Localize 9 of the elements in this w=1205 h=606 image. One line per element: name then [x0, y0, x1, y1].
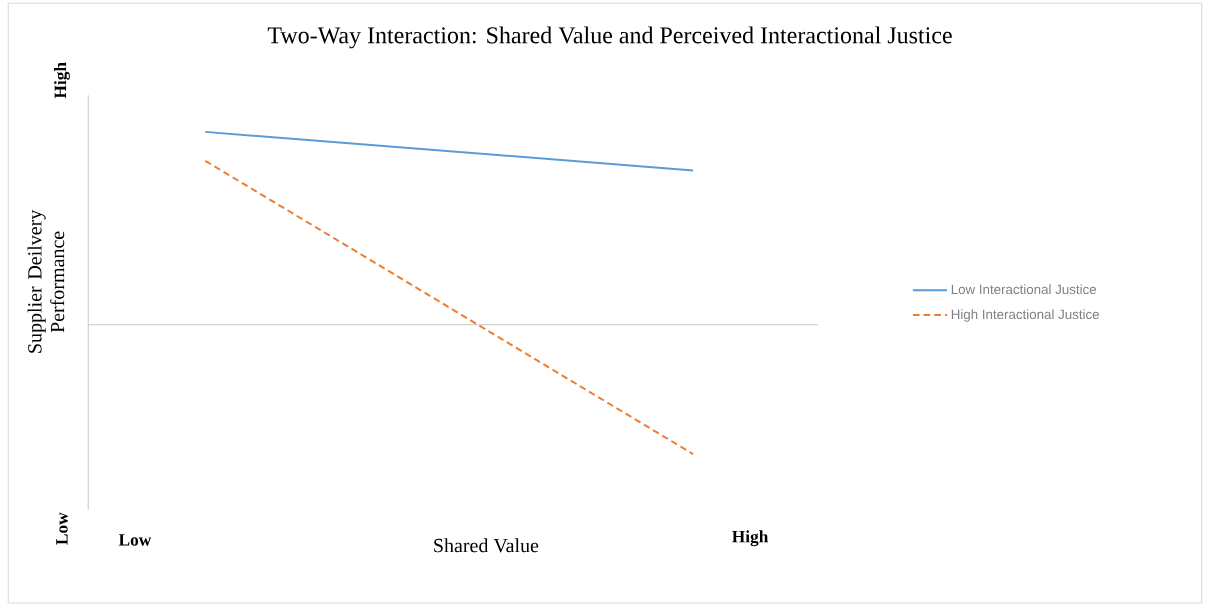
text: High: [54, 62, 70, 99]
chart-title: Two-Way Interaction: Shared Value and Perceived Interactional Justice: [267, 26, 952, 49]
legend-label: Low Interactional Justice: [951, 284, 1097, 294]
x-axis-title: Shared Value: [434, 538, 539, 553]
y-axis-title: Supplier Deilvery Performance: [27, 209, 65, 353]
legend-label: High Interactional Justice: [951, 309, 1099, 322]
text: Low: [118, 534, 152, 546]
text: High: [732, 530, 769, 547]
text: Low: [56, 512, 68, 545]
